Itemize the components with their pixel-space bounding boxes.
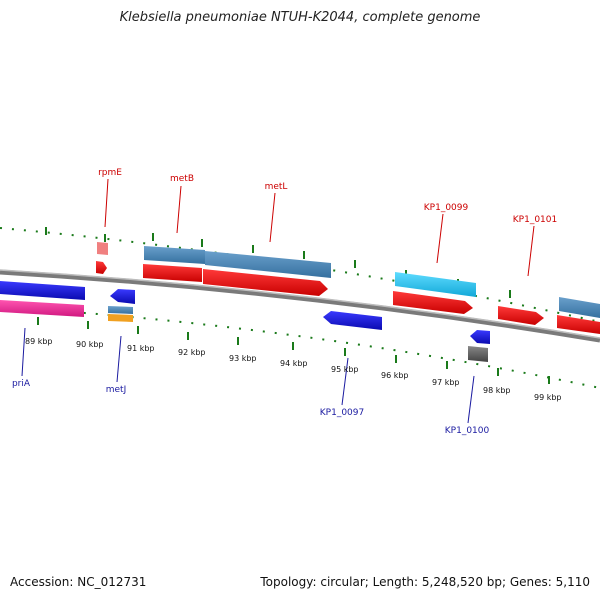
tick-label: 91 kbp	[127, 344, 155, 353]
gene-rpmE-feature	[97, 242, 108, 255]
tick-label: 99 kbp	[534, 393, 562, 402]
gene-metL-feature	[205, 251, 331, 278]
gene-metB-cds	[143, 264, 202, 282]
gene-metJ-orange	[108, 314, 133, 322]
forward-features	[96, 242, 600, 334]
label-leaders	[21, 178, 535, 424]
gene-label-metJ: metJ	[106, 385, 127, 395]
gene-label-rpmE: rpmE	[98, 168, 122, 178]
gene-label-metB: metB	[170, 174, 194, 184]
tick-label: 96 kbp	[381, 371, 409, 380]
genome-backbone	[0, 269, 600, 343]
gene-priA-cds	[0, 281, 85, 300]
gene-labels-bottom: priA metJ KP1_0097 KP1_0100	[12, 379, 490, 436]
gene-KP1_0100-gray	[468, 346, 488, 362]
tick-label: 89 kbp	[25, 337, 53, 346]
gene-metB-feature	[144, 246, 205, 264]
map-title: Klebsiella pneumoniae NTUH-K2044, comple…	[119, 10, 481, 25]
gene-KP1_0100-cds	[470, 330, 490, 344]
gene-rpmE-cds	[96, 261, 107, 274]
tick-label: 98 kbp	[483, 386, 511, 395]
accession-label: Accession: NC_012731	[10, 575, 147, 589]
gene-label-KP1_0099: KP1_0099	[424, 203, 469, 213]
gene-steel-right	[559, 297, 600, 318]
tick-label: 97 kbp	[432, 378, 460, 387]
reverse-features	[0, 281, 490, 362]
gene-pink-feature	[0, 300, 84, 317]
gene-red-right	[557, 315, 600, 334]
gene-label-KP1_0101: KP1_0101	[513, 215, 557, 225]
gene-KP1_0101-cds	[498, 306, 544, 325]
gene-metJ-feature	[108, 306, 133, 314]
gene-label-metL: metL	[265, 182, 288, 192]
gene-label-KP1_0097: KP1_0097	[320, 408, 364, 418]
tick-label: 90 kbp	[76, 340, 104, 349]
gene-label-priA: priA	[12, 379, 31, 389]
gene-labels-top: rpmE metB metL KP1_0099 KP1_0101	[98, 168, 557, 225]
tick-label: 92 kbp	[178, 348, 206, 357]
tick-label: 93 kbp	[229, 354, 257, 363]
tick-label: 94 kbp	[280, 359, 308, 368]
topology-label: Topology: circular; Length: 5,248,520 bp…	[260, 575, 590, 589]
gene-metL-cds	[203, 269, 328, 296]
gene-metJ-cds	[110, 289, 135, 304]
gene-label-KP1_0100: KP1_0100	[445, 426, 490, 436]
tick-label: 95 kbp	[331, 365, 359, 374]
gene-KP1_0099-feature	[395, 272, 476, 297]
gene-KP1_0097-cds	[323, 311, 382, 330]
gene-KP1_0099-cds	[393, 291, 473, 314]
tick-labels: 89 kbp 90 kbp 91 kbp 92 kbp 93 kbp 94 kb…	[25, 337, 562, 402]
